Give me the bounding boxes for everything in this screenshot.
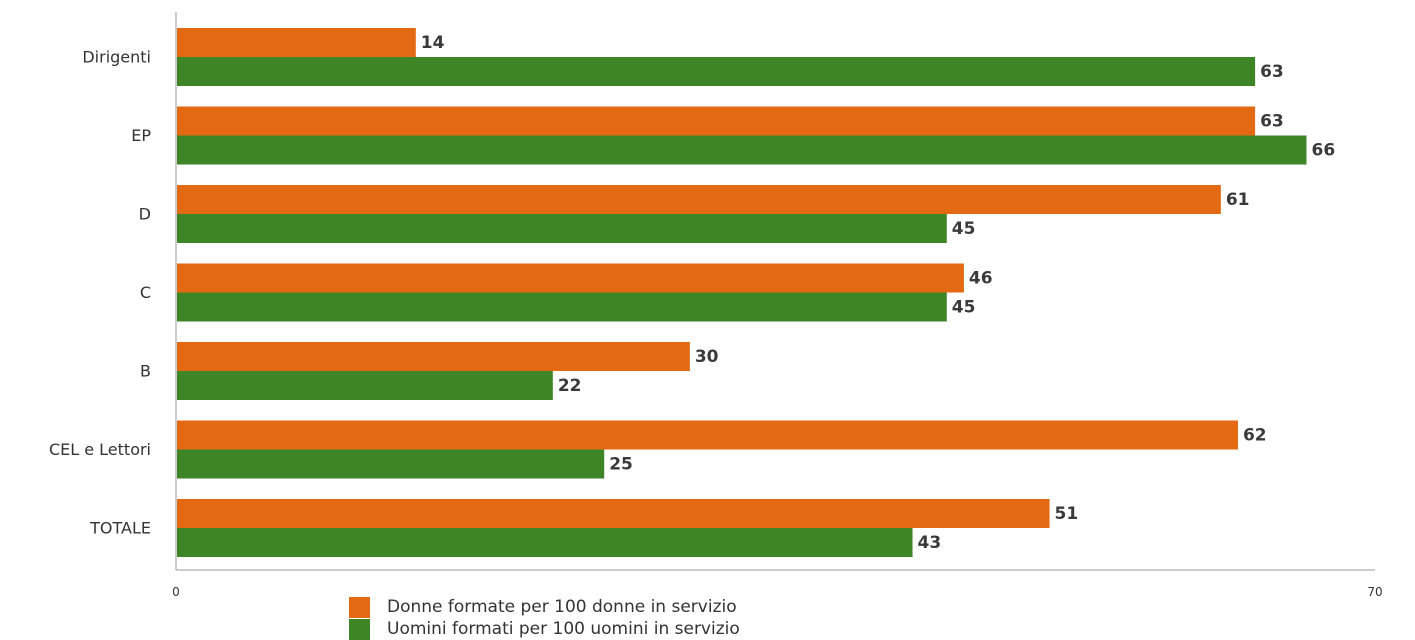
bar-donne [177,106,1256,136]
data-label: 61 [1226,190,1250,210]
bar-donne [177,420,1238,450]
data-label: 14 [421,33,445,53]
legend-swatch-donne [349,596,370,618]
category-label: B [140,362,151,381]
data-label: 66 [1311,141,1335,161]
bar-donne [177,28,416,57]
category-label: CEL e Lettori [49,440,151,459]
bar-uomini [177,371,553,400]
data-label: 45 [952,298,976,318]
legend-item-donne: Donne formate per 100 donne in servizio [349,596,740,618]
data-label: 46 [969,269,993,289]
legend-label-uomini: Uomini formati per 100 uomini in servizi… [387,619,740,639]
data-label: 63 [1260,112,1284,132]
x-tick-label: 70 [1367,585,1382,599]
bar-uomini [177,528,913,557]
bar-uomini [177,449,605,479]
data-label: 30 [695,347,719,367]
category-label: C [140,283,151,302]
data-label: 63 [1260,62,1284,82]
bar-donne [177,342,690,371]
data-label: 45 [952,219,976,239]
data-label: 62 [1243,426,1267,446]
bars-layer [177,28,1307,557]
legend-label-donne: Donne formate per 100 donne in servizio [387,597,737,617]
data-label: 51 [1055,504,1079,524]
bar-uomini [177,292,947,322]
category-label: TOTALE [89,519,151,538]
bar-uomini [177,214,947,243]
legend-item-uomini: Uomini formati per 100 uomini in servizi… [349,618,740,640]
bar-donne [177,499,1050,528]
category-label: Dirigenti [82,48,151,67]
data-label: 22 [558,376,582,396]
data-label: 25 [609,455,633,475]
category-label: EP [131,126,151,145]
bar-uomini [177,135,1307,165]
x-tick-label: 0 [172,585,180,599]
legend-swatch-uomini [349,618,370,640]
data-label: 43 [918,533,942,553]
labels-layer: Dirigenti 14 63 EP 63 66 D 61 45 C 46 45 B 30 22 CEL e … [49,33,1383,599]
bar-donne [177,185,1221,214]
category-label: D [139,205,151,224]
legend: Donne formate per 100 donne in servizio … [349,596,740,640]
bar-uomini [177,57,1256,86]
bar-donne [177,263,964,293]
